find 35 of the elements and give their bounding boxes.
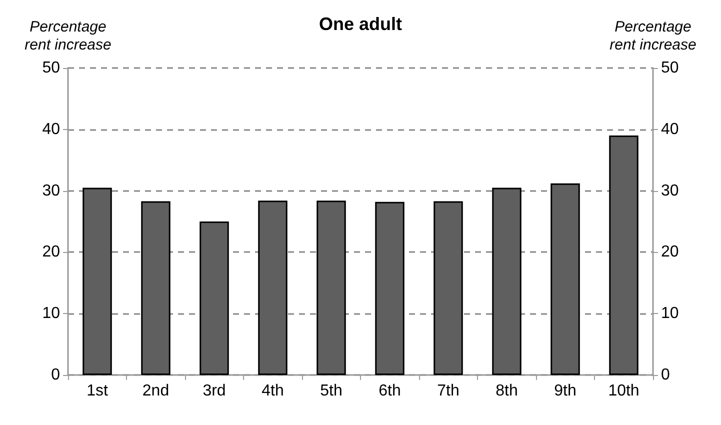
y-tick-label: 50: [42, 60, 60, 76]
y2-tick-label: 0: [661, 366, 670, 384]
bar: [82, 188, 112, 375]
bar: [550, 183, 580, 375]
bar: [200, 222, 229, 375]
x-tick-label: 5th: [320, 382, 342, 400]
y2-tick-label: 10: [661, 305, 679, 322]
bar: [141, 201, 170, 375]
y2-axis-title: Percentage rent increase: [610, 18, 696, 54]
y2-tick-label: 50: [661, 60, 679, 76]
bar: [316, 200, 346, 375]
x-tick-label: 2nd: [142, 382, 170, 400]
x-tick-label: 10th: [608, 382, 640, 400]
chart-title: One adult: [318, 14, 402, 34]
y-tick-label: 20: [42, 244, 60, 261]
y2-tick-label: 30: [661, 182, 679, 200]
x-tick-label: 7th: [437, 382, 460, 400]
bar: [375, 202, 404, 375]
x-tick-label: 4th: [262, 382, 284, 400]
x-tick-label: 1st: [86, 382, 108, 400]
x-tick-label: 3rd: [202, 382, 226, 400]
y2-tick-label: 40: [661, 120, 679, 138]
y-tick-label: 30: [42, 182, 60, 200]
x-tick-label: 6th: [378, 382, 401, 400]
y-tick-label: 40: [42, 120, 60, 138]
y-tick-label: 0: [51, 366, 60, 384]
y-axis-title: Percentage rent increase: [24, 18, 112, 54]
bar: [609, 136, 638, 375]
y2-tick-label: 20: [661, 244, 679, 261]
x-tick-label: 8th: [496, 382, 518, 400]
bar: [492, 188, 522, 375]
bar: [434, 201, 463, 375]
x-tick-label: 9th: [554, 382, 576, 400]
y-tick-label: 10: [42, 305, 60, 322]
bar: [258, 200, 288, 375]
